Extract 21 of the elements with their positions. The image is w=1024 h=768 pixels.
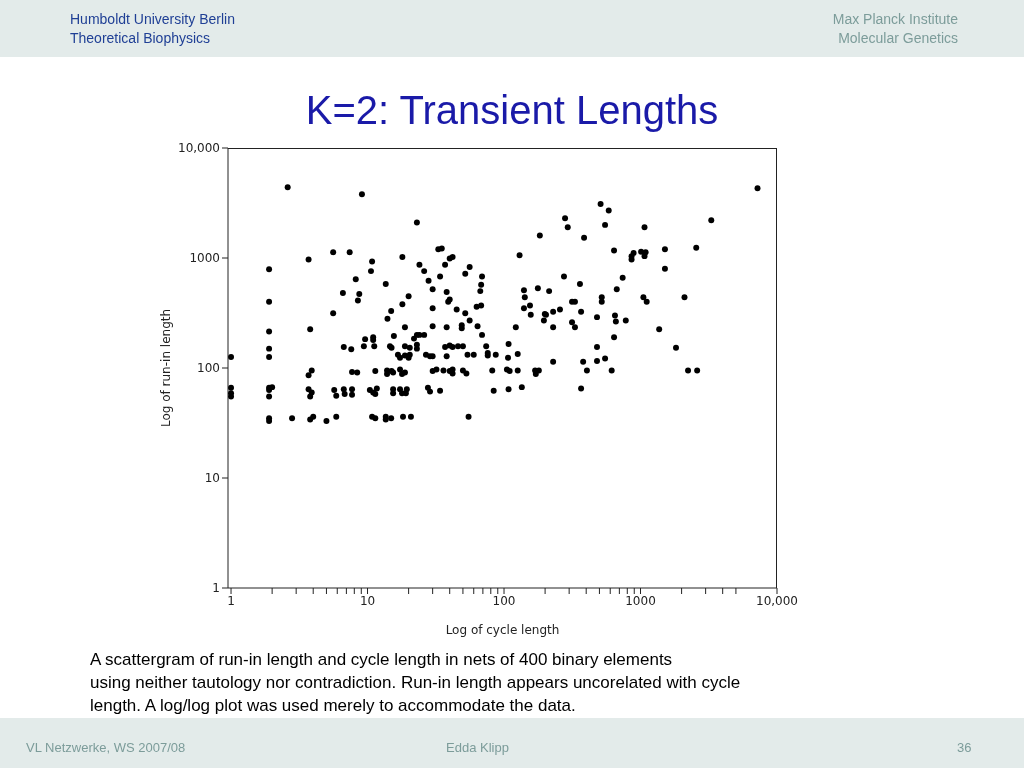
x-tick-label: 1000	[625, 593, 656, 608]
x-axis-title: Log of cycle length	[445, 623, 560, 637]
y-tick-label: 10	[204, 471, 220, 486]
y-axis-title: Log of run-in length	[159, 308, 174, 428]
chart-title: K=2: Transient Lengths	[304, 88, 720, 133]
x-tick-label: 1	[227, 593, 235, 608]
y-tick-label: 1000	[189, 251, 220, 266]
text: Theoretical Biophysics	[70, 29, 212, 48]
text: Max Planck Institute	[832, 10, 958, 29]
text: VL Netzwerke, WS 2007/08	[26, 740, 186, 755]
text: A scattergram of run-in length and cycle length in nets of 400 binary elements using neither tautology nor contradiction. Run-in length appears uncorelated with cycle length. A log/log plot was used merely to accommodate the data.	[90, 649, 742, 717]
text: 36	[957, 740, 972, 755]
text: Molecular Genetics	[837, 29, 958, 48]
x-tick-label: 10,000	[756, 593, 798, 608]
x-tick-label: 100	[492, 593, 516, 608]
x-tick-label: 10	[359, 593, 376, 608]
text: Humboldt University Berlin	[70, 10, 235, 29]
y-tick-label: 1	[212, 581, 220, 596]
y-tick-label: 100	[197, 361, 220, 376]
text: Edda Klipp	[446, 740, 509, 755]
y-tick-label: 10,000	[178, 141, 220, 156]
